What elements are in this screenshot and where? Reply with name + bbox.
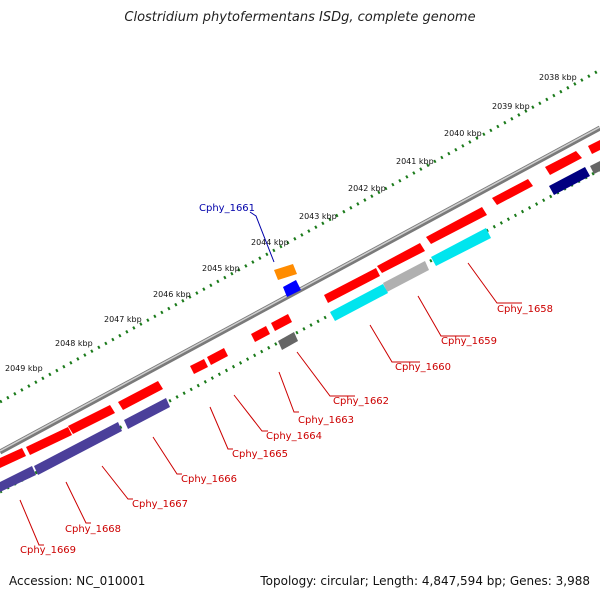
gene-feature [431, 228, 491, 266]
gene-feature [0, 448, 26, 468]
gene-feature [278, 332, 298, 350]
ruler-label: 2045 kbp [202, 264, 240, 273]
gene-label: Cphy_1662 [333, 396, 389, 407]
gene-feature [34, 422, 122, 475]
gene-feature [324, 268, 380, 303]
gene-feature [190, 359, 208, 374]
ruler-label: 2042 kbp [348, 184, 386, 193]
cog-features [0, 161, 600, 492]
map-title: Clostridium phytofermentans ISDg, comple… [124, 10, 476, 25]
gene-feature [377, 243, 425, 273]
gene-feature [0, 466, 36, 492]
gene-feature [251, 326, 270, 342]
gene-feature [271, 314, 292, 331]
gene-label: Cphy_1660 [395, 362, 451, 373]
leader-lines [19, 262, 522, 546]
ruler-label: 2046 kbp [153, 290, 191, 299]
gene-label: Cphy_1667 [132, 499, 188, 510]
accession-text: Accession: NC_010001 [9, 574, 146, 588]
gene-feature [545, 151, 582, 175]
gene-feature [274, 264, 297, 280]
outer-ruler [0, 68, 600, 404]
ruler-label: 2049 kbp [5, 364, 43, 373]
ruler-label: 2038 kbp [539, 73, 577, 82]
gene-label: Cphy_1659 [441, 336, 497, 347]
gene-feature [549, 167, 590, 195]
gene-feature [68, 405, 115, 434]
ruler-label: 2039 kbp [492, 102, 530, 111]
gene-label: Cphy_1664 [266, 431, 322, 442]
gene-label: Cphy_1665 [232, 449, 288, 460]
ruler-label: 2048 kbp [55, 339, 93, 348]
gene-label: Cphy_1666 [181, 474, 237, 485]
gene-feature [588, 140, 600, 154]
gene-feature [330, 284, 388, 321]
gene-feature [492, 179, 533, 205]
gene-label: Cphy_1663 [298, 415, 354, 426]
ruler-label: 2047 kbp [104, 315, 142, 324]
gene-feature [426, 207, 487, 244]
gene-feature [207, 348, 228, 365]
gene-label: Cphy_1668 [65, 524, 121, 535]
forward-features [0, 140, 600, 468]
gene-label: Cphy_1658 [497, 304, 553, 315]
gene-feature [124, 398, 170, 429]
gene-feature [118, 381, 163, 410]
gene-feature [283, 280, 301, 297]
gene-feature [590, 161, 600, 174]
gene-feature [383, 261, 429, 292]
leader-line-blue [249, 211, 275, 263]
ruler-label: 2044 kbp [251, 238, 289, 247]
gene-label: Cphy_1661 [199, 203, 255, 214]
gene-label: Cphy_1669 [20, 545, 76, 556]
gene-feature [26, 427, 72, 455]
ruler-label: 2041 kbp [396, 157, 434, 166]
topology-text: Topology: circular; Length: 4,847,594 bp… [260, 574, 590, 588]
ruler-label: 2043 kbp [299, 212, 337, 221]
ruler-label: 2040 kbp [444, 129, 482, 138]
